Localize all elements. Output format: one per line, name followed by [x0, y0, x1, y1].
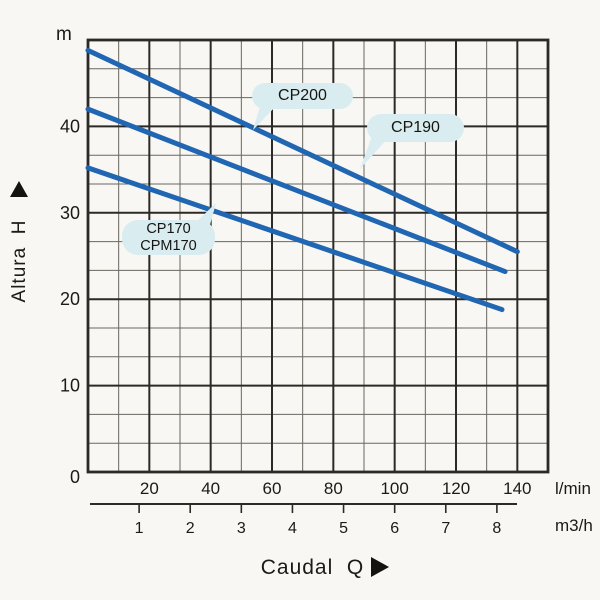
curve-cp200	[85, 47, 520, 255]
y-axis-title: Altura H	[9, 219, 30, 303]
x-tick-label-lmin: 140	[503, 479, 531, 498]
y-tick-label: 0	[70, 467, 80, 487]
callout-cp170-label-line1: CP170	[146, 221, 191, 238]
callout-cp200: CP200	[252, 83, 353, 109]
callout-tail-cp170	[193, 203, 216, 225]
curve-cp190	[85, 106, 508, 275]
y-tick-label: 40	[60, 116, 80, 136]
callout-cp190: CP190	[367, 114, 464, 142]
x-tick-label-m3h: 4	[288, 520, 297, 537]
callout-cp200-label: CP200	[278, 87, 327, 105]
callout-tail-cp190	[360, 136, 390, 169]
x-tick-label-m3h: 8	[492, 520, 501, 537]
x-axis-title: Caudal Q	[260, 556, 365, 579]
x-tick-label-lmin: 20	[140, 479, 159, 498]
y-axis-unit-label: m	[56, 24, 72, 45]
plot-border	[86, 38, 550, 474]
right-arrow-icon	[371, 557, 390, 577]
y-tick-label: 30	[60, 203, 80, 223]
x-tick-label-m3h: 7	[441, 520, 450, 537]
x-tick-label-lmin: 60	[263, 479, 282, 498]
curve-cp170-cpm170	[85, 165, 505, 313]
y-tick-label: 10	[60, 376, 80, 396]
x-tick-label-lmin: 100	[380, 479, 408, 498]
x-tick-label-m3h: 2	[186, 520, 195, 537]
x-tick-label-m3h: 6	[390, 520, 399, 537]
x-tick-label-lmin: 80	[324, 479, 343, 498]
callout-tail-cp200	[253, 103, 279, 130]
x-axis-unit-m3h: m3/h	[555, 516, 593, 535]
x-tick-label-m3h: 3	[237, 520, 246, 537]
x-tick-label-m3h: 1	[135, 520, 144, 537]
x-tick-label-lmin: 120	[442, 479, 470, 498]
x-tick-label-m3h: 5	[339, 520, 348, 537]
callout-cp190-label: CP190	[391, 119, 440, 137]
callout-cp170-cpm170: CP170 CPM170	[122, 220, 215, 255]
x-axis-title-wrap: Caudal Q	[210, 556, 440, 580]
up-arrow-icon	[10, 181, 28, 197]
y-tick-label: 20	[60, 289, 80, 309]
x-axis-unit-lmin: l/min	[555, 479, 591, 498]
callout-cp170-label-line2: CPM170	[140, 237, 197, 254]
x-tick-label-lmin: 40	[201, 479, 220, 498]
